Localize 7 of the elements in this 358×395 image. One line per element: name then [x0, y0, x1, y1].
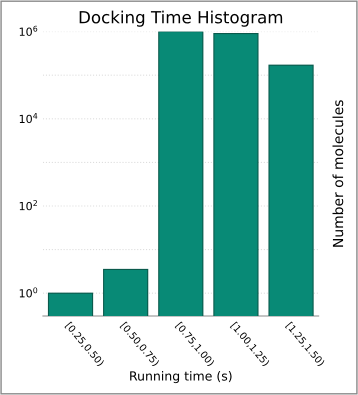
y-tick-label: 10$^{2}$ — [20, 200, 37, 210]
y-tick-label: 10$^{0}$ — [20, 287, 38, 298]
y-tick-label: 10$^{6}$ — [20, 26, 38, 36]
y-tick-label: 10$^{4}$ — [20, 113, 38, 124]
y-axis-title: Number of molecules — [332, 100, 344, 247]
x-axis-title: Running time (s) — [130, 371, 232, 384]
chart-title: Docking Time Histogram — [80, 10, 282, 27]
